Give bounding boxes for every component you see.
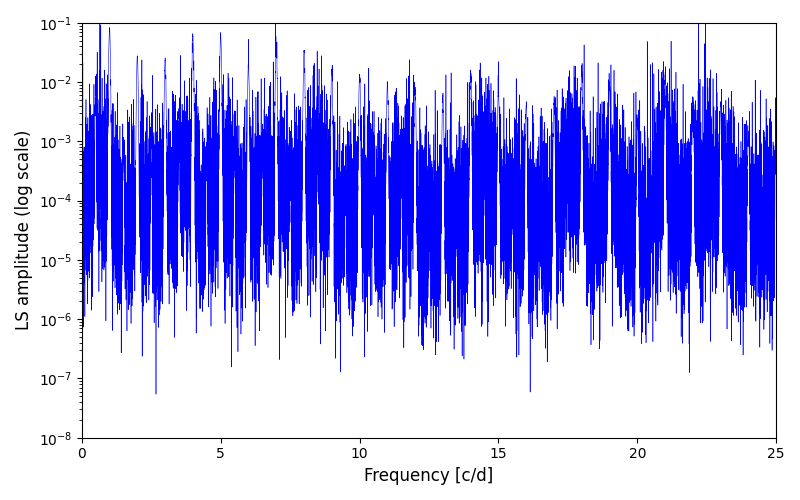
- X-axis label: Frequency [c/d]: Frequency [c/d]: [364, 467, 494, 485]
- Y-axis label: LS amplitude (log scale): LS amplitude (log scale): [15, 130, 33, 330]
